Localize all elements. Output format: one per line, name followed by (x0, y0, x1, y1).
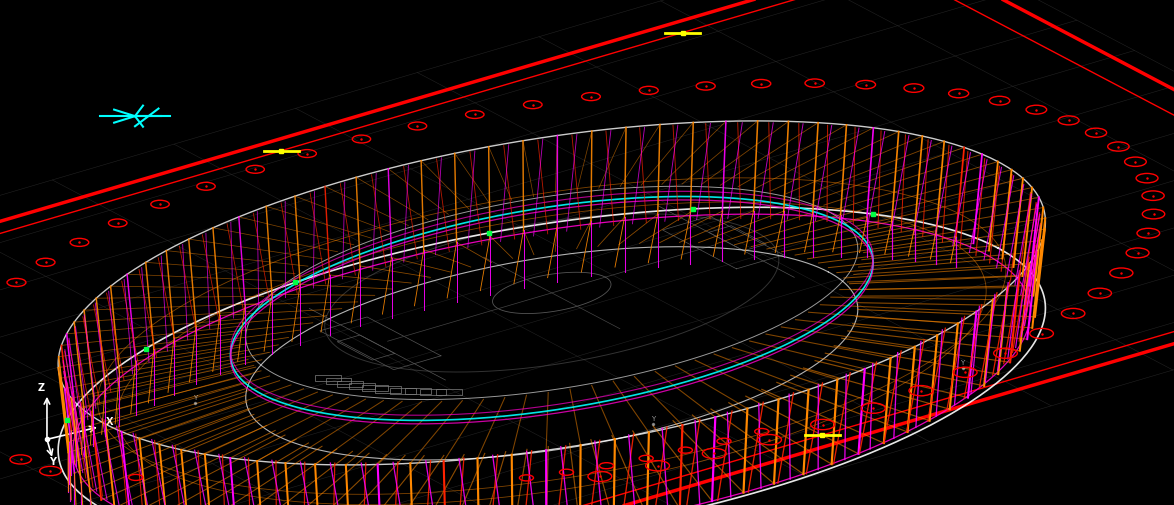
Bar (362, 385, 387, 391)
Text: Y: Y (650, 416, 655, 422)
Bar (325, 378, 351, 384)
Bar (349, 383, 375, 389)
Bar (390, 388, 416, 394)
Text: Z: Z (38, 383, 45, 393)
Text: Y: Y (960, 360, 965, 366)
Bar (437, 389, 463, 395)
Bar (316, 375, 342, 381)
Text: Y: Y (49, 457, 56, 467)
Text: Y: Y (193, 395, 197, 401)
Bar (376, 386, 402, 392)
Text: X: X (106, 417, 113, 427)
Bar (337, 381, 363, 387)
Bar (420, 389, 446, 395)
Bar (405, 388, 431, 394)
